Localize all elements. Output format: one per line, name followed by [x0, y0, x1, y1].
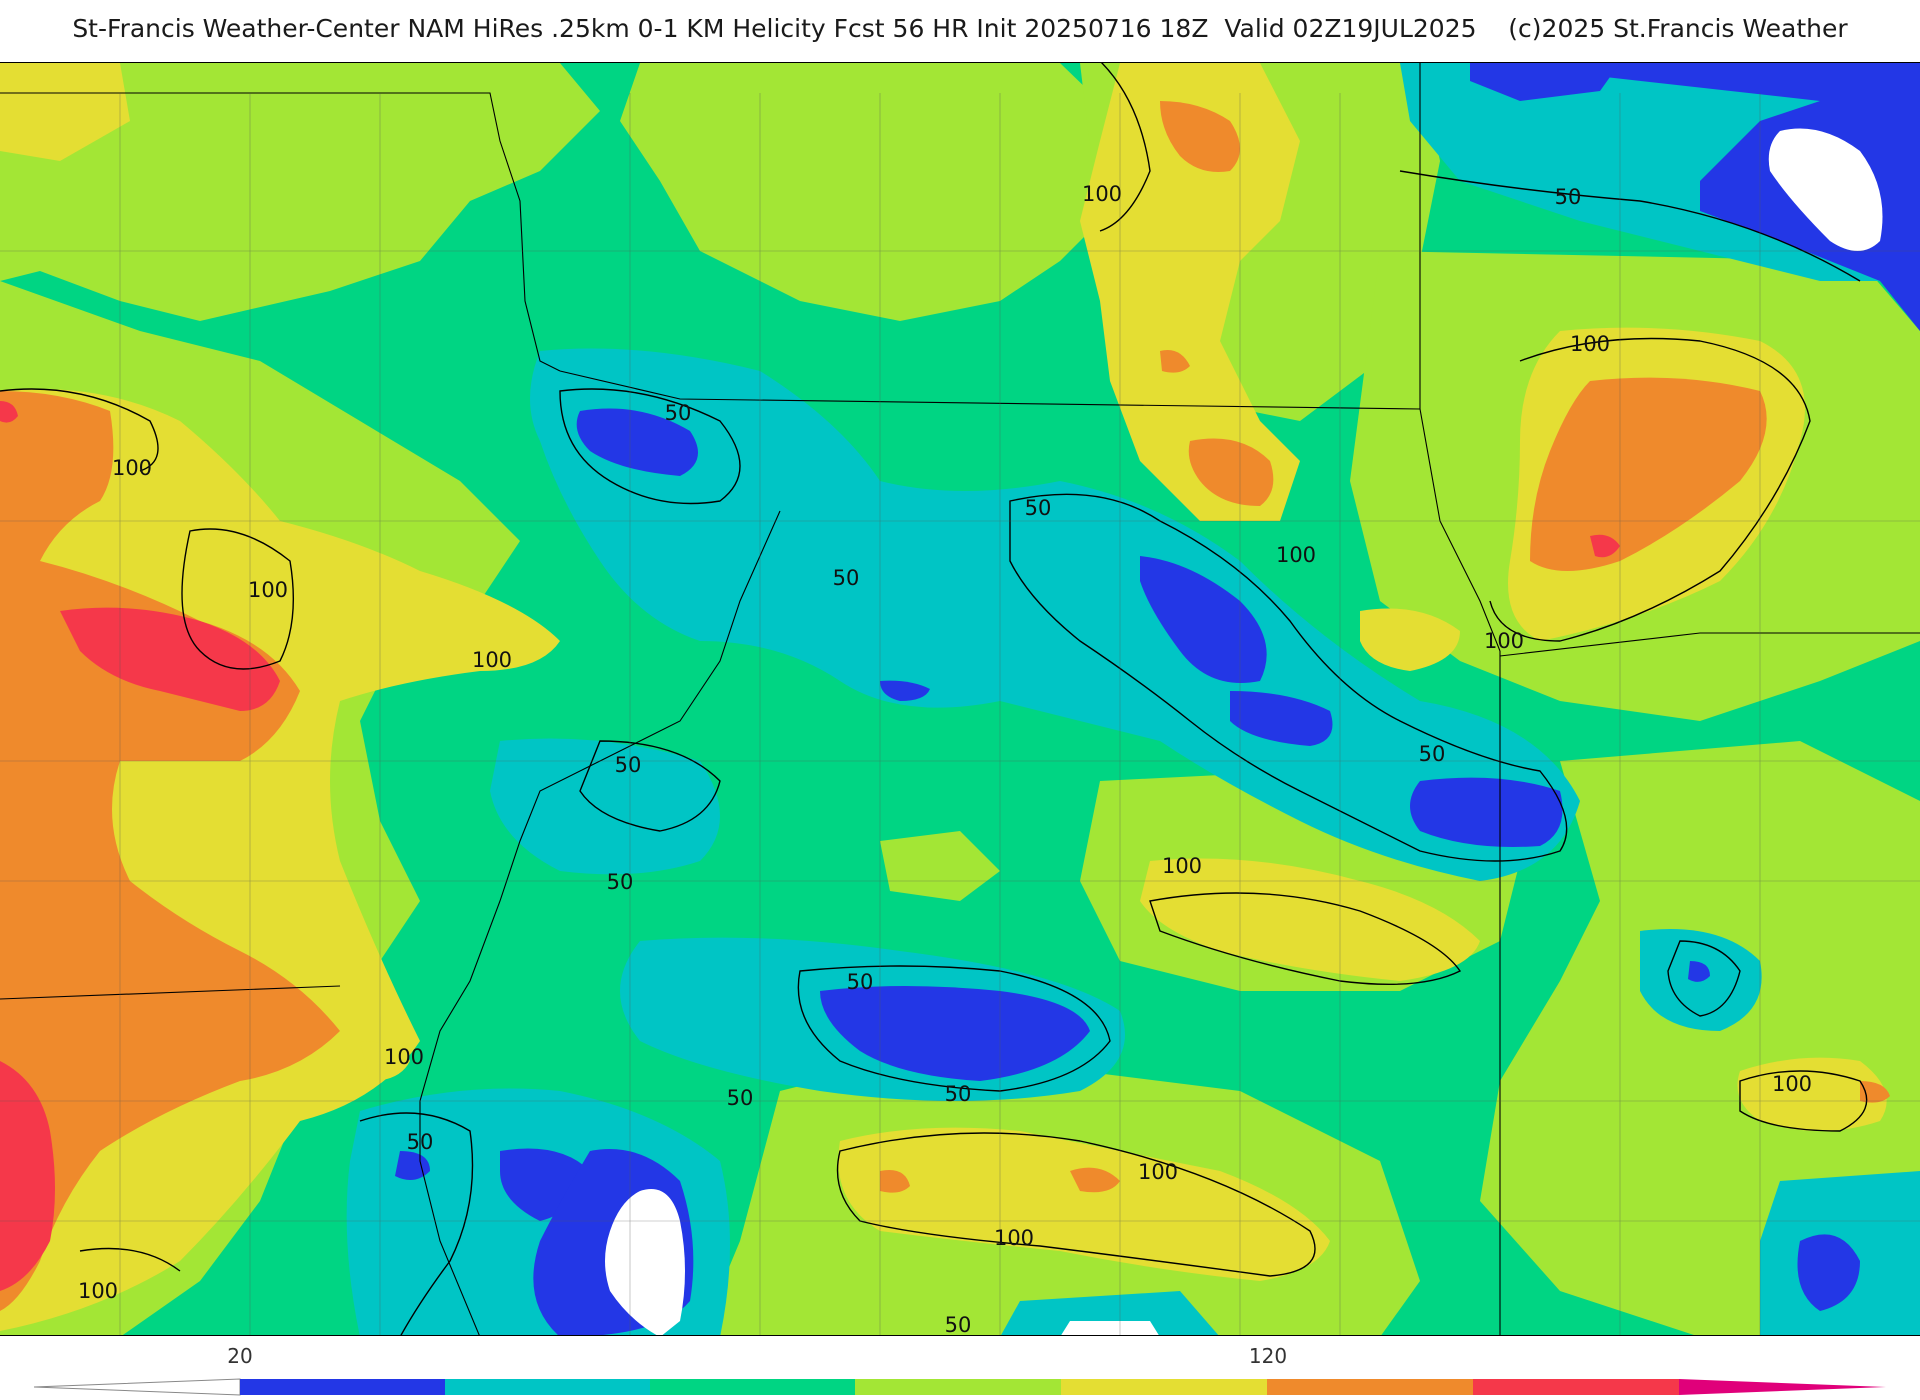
colorbar-tick-low: 20	[227, 1344, 253, 1368]
contour-label: 50	[833, 566, 860, 590]
contour-label: 100	[1162, 854, 1202, 878]
low-value-regions	[605, 128, 1883, 1335]
red-regions	[0, 401, 1620, 1291]
contour-label: 50	[945, 1313, 972, 1336]
contour-label: 50	[1419, 742, 1446, 766]
contour-label: 50	[615, 753, 642, 777]
contour-label: 100	[1276, 543, 1316, 567]
contour-lines	[0, 63, 1868, 1335]
helicity-map: 100 50 100 100 50 100 100 100 50 50 100 …	[0, 62, 1920, 1336]
colorbar-yellow	[1061, 1379, 1267, 1395]
contour-label: 50	[945, 1082, 972, 1106]
contour-label: 100	[112, 456, 152, 480]
colorbar-above-triangle	[1679, 1379, 1886, 1395]
contour-label: 100	[472, 648, 512, 672]
contour-label: 100	[1138, 1160, 1178, 1184]
contour-label: 50	[727, 1086, 754, 1110]
colorbar-blue	[240, 1379, 445, 1395]
colorbar-below-triangle	[33, 1378, 241, 1396]
contour-labels: 100 50 100 100 50 100 100 100 50 50 100 …	[78, 182, 1812, 1336]
contour-label: 50	[607, 870, 634, 894]
contour-label: 100	[1082, 182, 1122, 206]
contour-label: 50	[1025, 496, 1052, 520]
colorbar-orange	[1267, 1379, 1473, 1395]
colorbar	[33, 1378, 1886, 1396]
colorbar-lime	[855, 1379, 1061, 1395]
contour-label: 100	[1484, 629, 1524, 653]
colorbar-red	[1473, 1379, 1679, 1395]
contour-label: 50	[407, 1130, 434, 1154]
contour-label: 50	[847, 970, 874, 994]
contour-label: 100	[78, 1279, 118, 1303]
contour-label: 100	[1772, 1072, 1812, 1096]
map-title: St-Francis Weather-Center NAM HiRes .25k…	[72, 14, 1848, 43]
contour-label: 50	[665, 401, 692, 425]
colorbar-cyan	[445, 1379, 650, 1395]
contour-label: 50	[1555, 185, 1582, 209]
colorbar-tick-high: 120	[1248, 1344, 1288, 1368]
contour-label: 100	[384, 1045, 424, 1069]
contour-label: 100	[1570, 332, 1610, 356]
contour-label: 100	[994, 1226, 1034, 1250]
colorbar-green	[650, 1379, 855, 1395]
county-lines	[0, 93, 1920, 1335]
contour-label: 100	[248, 578, 288, 602]
